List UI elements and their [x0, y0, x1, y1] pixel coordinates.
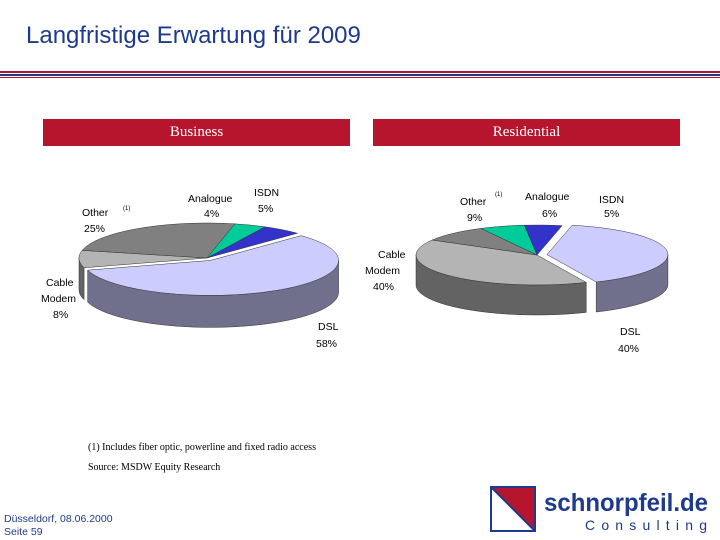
residential-slice-dsl [546, 224, 669, 283]
residential-other-name: Other [460, 196, 487, 208]
business-pie-labels: DSL 58% Cable Modem 8% Other 25% (1) Analogue 4% I… [41, 187, 339, 350]
company-logo: schnorpfeil.de Consulting [490, 486, 708, 533]
residential-isdn-name: ISDN [599, 194, 624, 206]
business-isdn-value-label: 5% [258, 203, 273, 215]
business-other-name: Other [82, 207, 109, 219]
residential-other-footnote-marker: (1) [495, 192, 502, 198]
residential-chart-title: Residential [373, 119, 680, 146]
header-rule-red-thin [0, 77, 720, 78]
residential-other-value-label: 9% [467, 212, 482, 224]
business-other-footnote-marker: (1) [123, 206, 130, 212]
logo-mark-diagonal [491, 487, 535, 531]
business-dsl-name: DSL [318, 321, 339, 333]
residential-cable-modem-name-line-2: Modem [365, 265, 400, 277]
business-analogue-value-label: 4% [204, 208, 219, 220]
residential-analogue-name: Analogue [525, 191, 570, 203]
residential-analogue-value-label: 6% [542, 208, 557, 220]
residential-cable-modem-value-label: 40% [373, 281, 394, 293]
business-cable-modem-name-line-2: Modem [41, 293, 76, 305]
business-other-value-label: 25% [84, 223, 105, 235]
business-slice-other [81, 222, 236, 259]
source-note: Source: MSDW Equity Research [88, 462, 221, 473]
business-chart-title: Business [43, 119, 350, 146]
business-isdn-name: ISDN [254, 187, 279, 199]
residential-pie-labels: DSL 40% Cable Modem 40% Other 9% (1) Analogue 6% I… [365, 191, 641, 355]
business-pie [78, 222, 339, 328]
business-analogue-name: Analogue [188, 193, 233, 205]
footnote: (1) Includes fiber optic, powerline and … [88, 442, 316, 453]
logo-wordmark: schnorpfeil.de [544, 489, 708, 517]
residential-dsl-name: DSL [620, 326, 641, 338]
residential-pie [415, 224, 669, 316]
header-rule-red [0, 71, 720, 73]
business-slice-dsl [87, 235, 339, 296]
business-cable-modem-value-label: 8% [53, 309, 68, 321]
residential-dsl-value-label: 40% [618, 343, 639, 355]
residential-isdn-value-label: 5% [604, 208, 619, 220]
logo-tagline: Consulting [585, 517, 707, 533]
residential-slice-isdn [523, 224, 563, 256]
header-rule-blue [0, 74, 720, 76]
business-dsl-value-label: 58% [316, 338, 337, 350]
business-cable-modem-name-line-1: Cable [46, 277, 74, 289]
residential-slice-cable-modem [415, 239, 588, 286]
slide-title: Langfristige Erwartung für 2009 [26, 22, 361, 49]
business-slice-isdn [206, 226, 299, 259]
footer-page-number: Seite 59 [4, 526, 43, 538]
footer-place-date: Düsseldorf, 08.06.2000 [4, 513, 113, 525]
residential-cable-modem-name-line-1: Cable [378, 249, 406, 261]
